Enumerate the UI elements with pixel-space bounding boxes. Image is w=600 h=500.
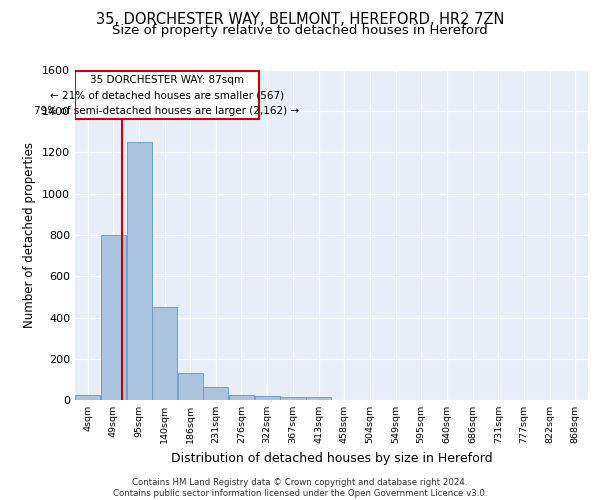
Bar — [178, 373, 203, 400]
X-axis label: Distribution of detached houses by size in Hereford: Distribution of detached houses by size … — [170, 452, 493, 464]
Bar — [75, 71, 259, 120]
Bar — [101, 235, 126, 400]
Bar — [254, 396, 280, 400]
Bar — [203, 386, 228, 400]
Bar — [127, 142, 152, 400]
Y-axis label: Number of detached properties: Number of detached properties — [23, 142, 37, 328]
Bar — [229, 395, 254, 400]
Bar — [280, 397, 305, 400]
Bar — [152, 307, 178, 400]
Bar — [306, 397, 331, 400]
Text: 35 DORCHESTER WAY: 87sqm
← 21% of detached houses are smaller (567)
79% of semi-: 35 DORCHESTER WAY: 87sqm ← 21% of detach… — [34, 74, 299, 116]
Text: Size of property relative to detached houses in Hereford: Size of property relative to detached ho… — [112, 24, 488, 37]
Bar — [75, 395, 100, 400]
Text: 35, DORCHESTER WAY, BELMONT, HEREFORD, HR2 7ZN: 35, DORCHESTER WAY, BELMONT, HEREFORD, H… — [96, 12, 504, 28]
Text: Contains HM Land Registry data © Crown copyright and database right 2024.
Contai: Contains HM Land Registry data © Crown c… — [113, 478, 487, 498]
